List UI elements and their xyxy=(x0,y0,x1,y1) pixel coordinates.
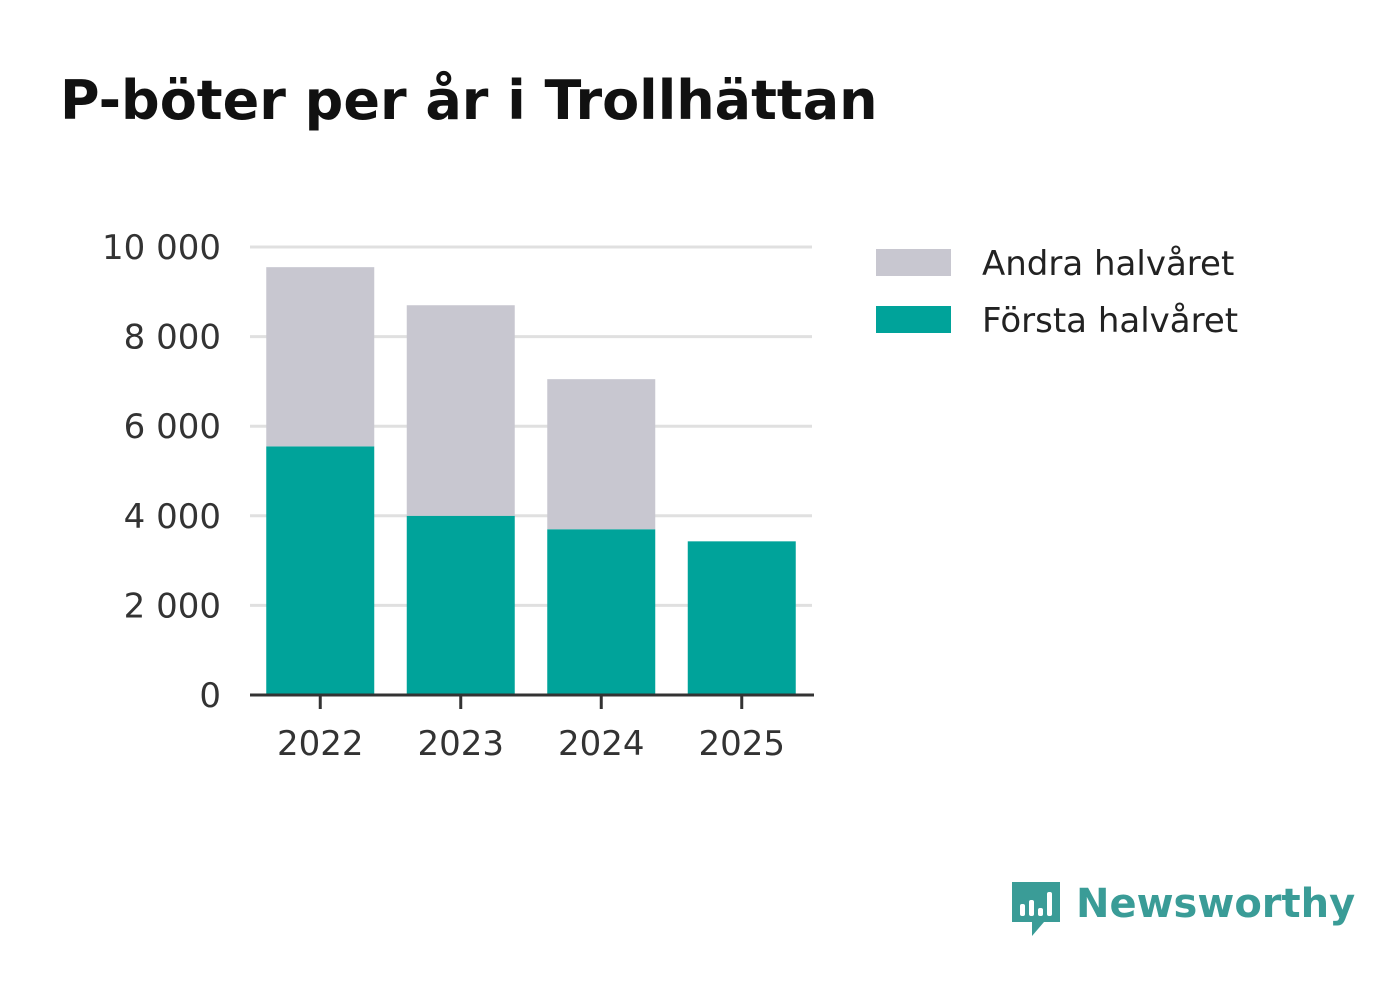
y-tick-label: 6 000 xyxy=(124,407,221,447)
bar-first-half-2025 xyxy=(687,541,796,695)
x-tick-label: 2024 xyxy=(558,724,645,764)
y-tick-label: 8 000 xyxy=(124,318,221,358)
y-tick-label: 2 000 xyxy=(124,586,221,626)
chart-title: P-böter per år i Trollhättan xyxy=(60,69,878,132)
x-tick-label: 2025 xyxy=(698,724,785,764)
bars xyxy=(266,267,796,695)
newsworthy-logo-text: Newsworthy xyxy=(1076,881,1356,927)
legend-label-first-half: Första halvåret xyxy=(982,301,1238,341)
bar-second-half-2023 xyxy=(406,305,515,516)
y-tick-label: 4 000 xyxy=(124,497,221,537)
legend-swatch-first-half xyxy=(876,306,951,333)
x-tick-label: 2022 xyxy=(277,724,364,764)
bar-first-half-2022 xyxy=(266,446,375,695)
axes: 0 2 000 4 000 6 000 8 000 10 000 2022 2023 2024 2… xyxy=(102,228,814,764)
legend-label-second-half: Andra halvåret xyxy=(982,244,1234,284)
bar-first-half-2023 xyxy=(406,515,515,695)
y-tick-label: 0 xyxy=(199,676,221,716)
bar-second-half-2022 xyxy=(266,267,375,447)
x-tick-label: 2023 xyxy=(417,724,504,764)
bar-second-half-2024 xyxy=(547,379,656,530)
legend: Andra halvåret Första halvåret xyxy=(876,244,1238,341)
newsworthy-logo: Newsworthy xyxy=(1010,878,1355,940)
y-tick-label: 10 000 xyxy=(102,228,221,268)
bar-first-half-2024 xyxy=(547,529,656,695)
legend-swatch-second-half xyxy=(876,249,951,276)
newsworthy-bar-chart-icon xyxy=(1012,882,1060,936)
